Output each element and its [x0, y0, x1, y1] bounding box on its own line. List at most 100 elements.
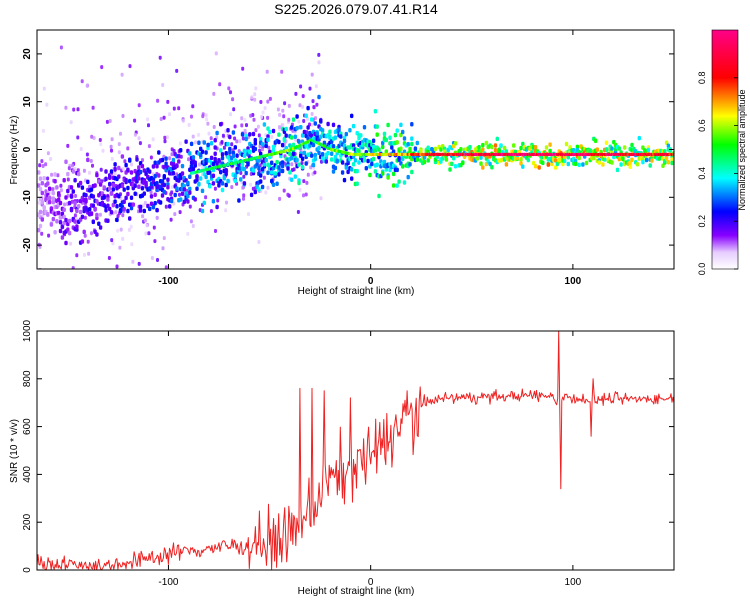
- heatmap-cell: [670, 157, 674, 162]
- heatmap-speckle: [233, 136, 237, 141]
- heatmap-cell: [37, 170, 41, 175]
- heatmap-cell: [69, 207, 74, 213]
- heatmap-cell: [573, 161, 578, 167]
- heatmap-cell: [115, 204, 119, 209]
- heatmap-cell: [191, 166, 196, 172]
- heatmap-cell: [490, 165, 494, 170]
- x-tick-label: 0: [368, 577, 374, 588]
- heatmap-cell: [290, 177, 294, 182]
- heatmap-speckle: [82, 168, 86, 173]
- heatmap-cell: [259, 179, 263, 184]
- heatmap-cell: [93, 183, 97, 188]
- heatmap-speckle: [115, 264, 119, 269]
- heatmap-cell: [242, 153, 247, 158]
- heatmap-cell: [461, 160, 465, 166]
- heatmap-cell: [239, 177, 243, 182]
- heatmap-cell: [310, 153, 314, 158]
- heatmap-cell: [37, 227, 41, 233]
- heatmap-speckle: [169, 192, 173, 197]
- heatmap-cell: [419, 149, 423, 154]
- heatmap-cell: [111, 202, 115, 208]
- y-tick-label: 0: [22, 146, 33, 152]
- heatmap-speckle: [187, 122, 191, 127]
- heatmap-cell: [290, 135, 294, 140]
- heatmap-cell: [521, 141, 525, 147]
- heatmap-cell: [362, 158, 367, 163]
- heatmap-cell: [38, 186, 43, 192]
- heatmap-cell: [175, 186, 179, 191]
- heatmap-speckle: [231, 97, 235, 102]
- heatmap-speckle: [89, 159, 93, 163]
- heatmap-speckle: [280, 69, 284, 74]
- heatmap-speckle: [59, 188, 63, 193]
- heatmap-speckle: [319, 196, 323, 201]
- heatmap-cell: [162, 175, 166, 180]
- heatmap-speckle: [141, 158, 144, 163]
- colorbar: 0.0 0.2 0.4 0.6 0.8 Normalized spectral ampl…: [697, 29, 747, 275]
- heatmap-cell: [157, 173, 161, 178]
- heatmap-cell: [630, 142, 634, 148]
- heatmap-speckle: [138, 141, 142, 146]
- heatmap-cell: [84, 193, 88, 198]
- heatmap-cell: [171, 157, 176, 163]
- heatmap-cell: [402, 136, 407, 141]
- heatmap-cell: [315, 131, 319, 136]
- heatmap-speckle: [249, 113, 253, 118]
- heatmap-cell: [595, 147, 600, 152]
- heatmap-cell: [131, 202, 135, 207]
- heatmap-cell: [484, 140, 489, 146]
- heatmap-cell: [601, 162, 605, 167]
- heatmap-cell: [153, 160, 157, 165]
- heatmap-cell: [193, 197, 197, 202]
- heatmap-cell: [300, 156, 305, 161]
- heatmap-speckle: [177, 106, 181, 111]
- heatmap-cell: [293, 134, 297, 139]
- heatmap-speckle: [299, 84, 303, 89]
- heatmap-cell: [333, 154, 338, 160]
- heatmap-cell: [253, 141, 257, 146]
- heatmap-cell: [171, 171, 176, 176]
- heatmap-speckle: [238, 139, 242, 144]
- y-tick-label: 800: [22, 370, 33, 387]
- heatmap-cell: [373, 169, 378, 174]
- colorbar-tick-label: 0.4: [697, 167, 707, 180]
- heatmap-cell: [592, 155, 596, 161]
- heatmap-cell: [138, 169, 143, 175]
- heatmap-cell: [319, 118, 323, 123]
- heatmap-cell: [173, 192, 177, 198]
- heatmap-cell: [353, 158, 358, 163]
- heatmap-cell: [479, 161, 483, 166]
- heatmap-cell: [51, 216, 55, 222]
- heatmap-cell: [226, 128, 230, 133]
- heatmap-cell: [71, 189, 75, 194]
- heatmap-cell: [228, 150, 232, 155]
- heatmap-cell: [519, 157, 523, 162]
- heatmap-cell: [224, 171, 228, 177]
- heatmap-speckle: [147, 144, 151, 149]
- heatmap-cell: [390, 145, 394, 150]
- heatmap-cell: [209, 155, 214, 161]
- heatmap-speckle: [282, 114, 286, 119]
- heatmap-cell: [361, 142, 365, 148]
- heatmap-cell: [537, 165, 541, 170]
- heatmap-speckle: [169, 217, 173, 222]
- heatmap-cell: [415, 140, 419, 146]
- heatmap-cell: [521, 164, 525, 169]
- heatmap-cell: [104, 176, 108, 182]
- heatmap-cell: [153, 192, 157, 197]
- heatmap-speckle: [175, 68, 179, 73]
- heatmap-cell: [273, 171, 277, 176]
- heatmap-cell: [342, 143, 347, 148]
- heatmap-speckle: [314, 84, 318, 89]
- heatmap-cell: [495, 136, 499, 142]
- heatmap-cell: [290, 155, 294, 161]
- heatmap-speckle: [178, 141, 182, 146]
- heatmap-speckle: [187, 157, 191, 162]
- heatmap-speckle: [242, 193, 246, 198]
- heatmap-cell: [142, 191, 146, 196]
- heatmap-cell: [493, 143, 498, 148]
- heatmap-cell: [313, 156, 317, 162]
- snr-y-axis-label: SNR (10 * v/v): [9, 419, 20, 483]
- heatmap-speckle: [75, 253, 79, 258]
- heatmap-cell: [69, 194, 74, 199]
